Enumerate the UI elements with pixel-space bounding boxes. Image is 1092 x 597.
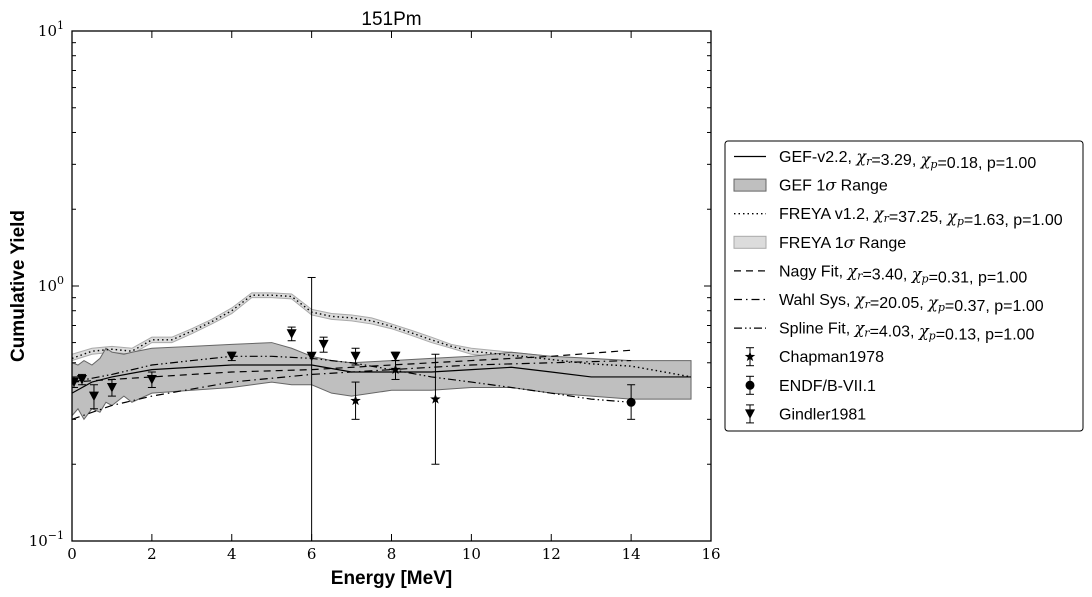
x-tick-label: 2: [147, 545, 157, 563]
data-point-chapman1978-2: [430, 353, 441, 465]
legend-label: Wahl Sys, χr=20.05, χp=0.37, p=1.00: [779, 290, 1044, 315]
legend-frame: [724, 140, 1084, 432]
legend-label: GEF 1σ Range: [779, 176, 888, 195]
axis-ticks: 0 2 4 6 8 10 12 14 16 101 100 10−1: [29, 19, 721, 563]
legend-patch-swatch: [733, 178, 767, 192]
x-axis-title: Energy [MeV]: [331, 568, 452, 589]
legend-entry-9: Gindler1981: [745, 404, 866, 424]
legend: GEF-v2.2, χr=3.29, χp=0.18, p=1.00 GEF 1σ…: [724, 140, 1084, 432]
x-tick-label: 16: [701, 545, 720, 563]
x-tick-label: 4: [227, 545, 237, 563]
point-marker: [76, 374, 87, 385]
legend-label: Gindler1981: [779, 406, 866, 423]
legend-label: FREYA v1.2, χr=37.25, χp=1.63, p=1.00: [779, 204, 1063, 229]
y-axis-title: Cumulative Yield: [8, 210, 29, 362]
point-marker: [306, 351, 317, 362]
point-marker: [390, 364, 401, 375]
data-point-gindler1981-3: [106, 378, 117, 397]
point-marker: [286, 329, 297, 339]
legend-entry-1: GEF 1σ Range: [733, 176, 888, 195]
point-marker: [350, 351, 361, 362]
legend-entry-5: Wahl Sys, χr=20.05, χp=0.37, p=1.00: [734, 290, 1044, 315]
legend-label: Chapman1978: [779, 349, 884, 366]
legend-label: FREYA 1σ Range: [779, 233, 906, 252]
x-tick-label: 10: [462, 545, 481, 563]
y-tick-label: 100: [38, 274, 64, 295]
x-tick-label: 6: [307, 545, 317, 563]
point-marker: [626, 397, 636, 407]
legend-entry-4: Nagy Fit, χr=3.40, χp=0.31, p=1.00: [734, 261, 1027, 286]
data-point-gindler1981-2: [88, 384, 99, 410]
data-point-endf-b-vii-1-0: [626, 384, 636, 420]
point-marker: [390, 351, 401, 362]
point-marker: [430, 393, 441, 404]
legend-entry-7: Chapman1978: [744, 347, 884, 367]
point-marker: [350, 395, 361, 406]
legend-label: ENDF/B-VII.1: [779, 378, 876, 395]
legend-entry-0: GEF-v2.2, χr=3.29, χp=0.18, p=1.00: [734, 147, 1036, 172]
chart-title: 151Pm: [361, 9, 421, 30]
legend-entry-3: FREYA 1σ Range: [733, 233, 906, 252]
series-line-3: [72, 359, 632, 420]
legend-label: Spline Fit, χr=4.03, χp=0.13, p=1.00: [779, 319, 1035, 344]
data-point-gindler1981-9: [350, 347, 361, 366]
data-point-gindler1981-7: [306, 276, 317, 541]
legend-entry-8: ENDF/B-VII.1: [745, 375, 876, 395]
band-gef-1-range: [72, 342, 692, 421]
legend-label: GEF-v2.2, χr=3.29, χp=0.18, p=1.00: [779, 147, 1036, 172]
data-point-gindler1981-1: [76, 373, 87, 386]
data-point-gindler1981-6: [286, 326, 297, 342]
data-point-gindler1981-8: [318, 336, 329, 353]
x-tick-label: 14: [622, 545, 641, 563]
y-tick-label: 101: [38, 19, 64, 40]
x-tick-label: 0: [67, 545, 77, 563]
point-marker: [72, 377, 79, 388]
x-tick-label: 8: [387, 545, 397, 563]
legend-label: Nagy Fit, χr=3.40, χp=0.31, p=1.00: [779, 261, 1027, 286]
legend-marker: [745, 409, 755, 419]
data-point-gindler1981-10: [390, 351, 401, 362]
legend-marker: [745, 380, 755, 390]
series-line-2: [72, 349, 632, 383]
data-point-gindler1981-4: [146, 371, 157, 388]
y-tick-label: 10−1: [29, 529, 64, 550]
legend-entry-2: FREYA v1.2, χr=37.25, χp=1.63, p=1.00: [734, 204, 1063, 229]
point-marker: [226, 351, 237, 362]
plot-area: [72, 276, 692, 541]
point-marker: [146, 374, 157, 385]
legend-patch-swatch: [733, 235, 767, 249]
point-marker: [318, 339, 329, 350]
data-point-gindler1981-5: [226, 351, 237, 362]
series-line-1: [72, 294, 692, 378]
point-marker: [106, 382, 117, 393]
legend-marker: [744, 351, 756, 362]
data-point-chapman1978-0: [350, 381, 361, 420]
x-tick-label: 12: [542, 545, 561, 563]
legend-entry-6: Spline Fit, χr=4.03, χp=0.13, p=1.00: [734, 319, 1035, 344]
series-line-4: [72, 355, 632, 403]
point-marker: [88, 391, 99, 402]
